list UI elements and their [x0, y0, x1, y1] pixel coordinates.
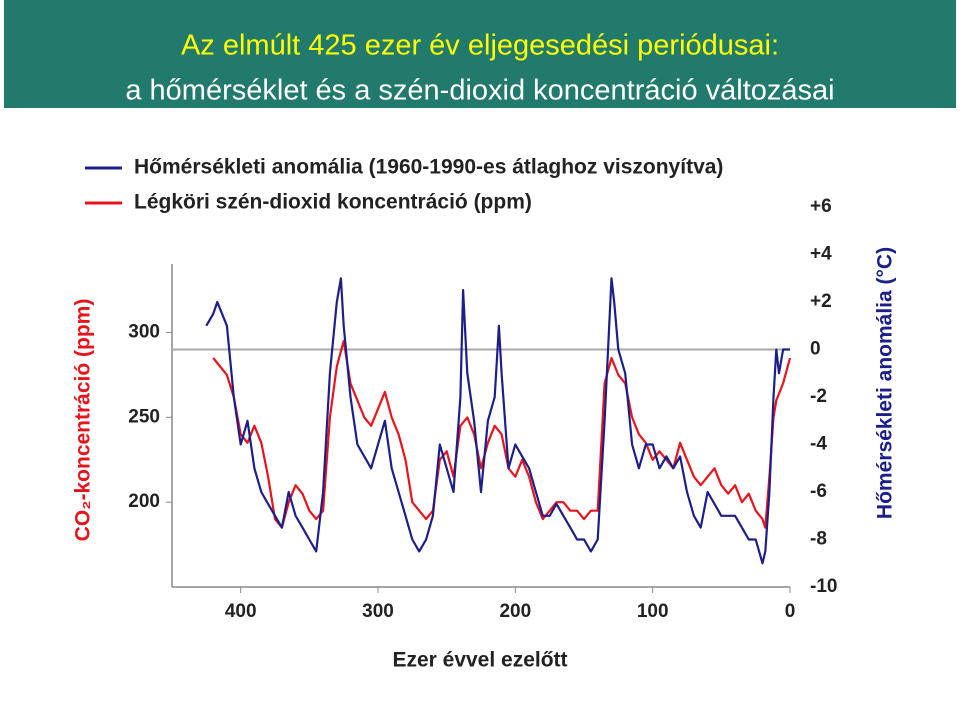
x-tick-label: 100 [637, 601, 669, 622]
chart-subtitle: a hőmérséklet és a szén-dioxid koncentrá… [125, 75, 834, 107]
title-banner [4, 0, 956, 108]
y2-axis-label: Hőmérsékleti anomália (°C) [874, 247, 897, 519]
x-axis-label: Ezer évvel ezelőtt [392, 649, 567, 672]
y-tick-label: 200 [128, 491, 160, 512]
chart-title: Az elmúlt 425 ezer év eljegesedési perió… [181, 30, 779, 62]
y2-tick-label: +6 [810, 196, 832, 217]
y2-tick-label: -2 [810, 386, 827, 407]
x-tick-label: 200 [499, 601, 531, 622]
y-tick-label: 250 [128, 406, 160, 427]
data-line [205, 277, 790, 565]
y2-tick-label: 0 [810, 339, 821, 360]
x-tick-label: 0 [785, 601, 796, 622]
y2-tick-label: +2 [810, 291, 832, 312]
y2-tick-label: +4 [810, 244, 832, 265]
y2-tick-label: -8 [810, 529, 827, 550]
y-tick-label: 300 [128, 322, 160, 343]
y2-tick-label: -6 [810, 481, 827, 502]
legend-label: Légköri szén-dioxid koncentráció (ppm) [134, 191, 532, 214]
x-tick-label: 400 [225, 601, 257, 622]
y-axis-label: CO₂-koncentráció (ppm) [72, 299, 95, 542]
x-tick-label: 300 [362, 601, 394, 622]
y2-tick-label: -10 [810, 576, 837, 597]
legend-label: Hőmérsékleti anomália (1960-1990-es átla… [134, 156, 723, 179]
y2-tick-label: -4 [810, 434, 827, 455]
